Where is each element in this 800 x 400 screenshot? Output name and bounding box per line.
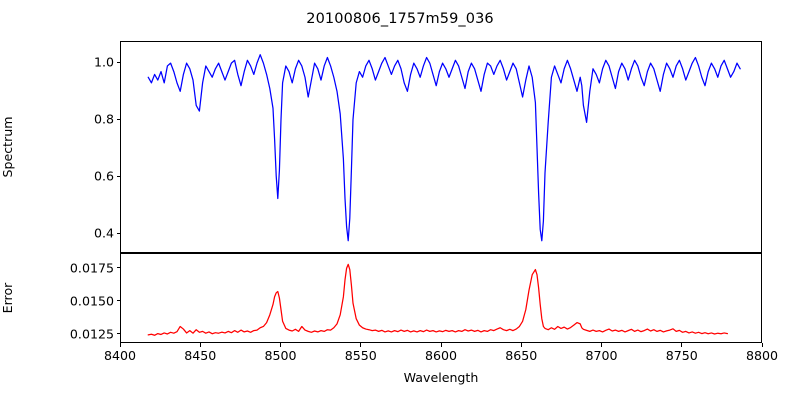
- error-y-tick: [116, 333, 120, 335]
- error-y-tick: [116, 300, 120, 302]
- error-y-axis-label: Error: [0, 282, 15, 314]
- x-tick: [360, 343, 362, 347]
- x-axis-label: Wavelength: [403, 370, 479, 385]
- spectrum-y-tick: [116, 175, 120, 177]
- spectrum-y-tick: [116, 232, 120, 234]
- error-axes: [120, 253, 762, 343]
- x-tick-label: 8550: [344, 348, 377, 363]
- x-tick: [681, 343, 683, 347]
- spectrum-y-tick-label: 0.8: [93, 111, 114, 127]
- x-tick-label: 8500: [264, 348, 297, 363]
- x-tick: [199, 343, 201, 347]
- spectrum-y-tick: [116, 118, 120, 120]
- error-y-tick: [116, 267, 120, 269]
- spectrum-axes: [120, 41, 762, 253]
- error-y-tick-label: 0.0175: [69, 260, 114, 276]
- error-y-tick-label: 0.0150: [69, 293, 114, 309]
- spectrum-y-tick-label: 1.0: [93, 54, 114, 70]
- x-tick: [119, 343, 121, 347]
- x-tick-label: 8600: [424, 348, 458, 363]
- spectrum-y-tick-label: 0.6: [93, 168, 114, 184]
- x-tick: [761, 343, 763, 347]
- x-tick-label: 8750: [665, 348, 698, 363]
- spectrum-y-tick-label: 0.4: [93, 225, 114, 241]
- x-tick-label: 8800: [745, 348, 779, 363]
- x-tick-label: 8400: [103, 348, 137, 363]
- x-tick-label: 8450: [184, 348, 217, 363]
- error-y-tick-label: 0.0125: [69, 326, 114, 342]
- x-tick: [601, 343, 603, 347]
- x-tick-label: 8650: [505, 348, 538, 363]
- spectrum-line-series: [121, 42, 761, 252]
- figure-title: 20100806_1757m59_036: [306, 11, 494, 27]
- spectrum-y-axis-label: Spectrum: [0, 116, 15, 178]
- x-tick: [520, 343, 522, 347]
- x-tick-label: 8700: [585, 348, 618, 363]
- error-line-series: [121, 254, 761, 342]
- x-tick: [280, 343, 282, 347]
- x-tick: [440, 343, 442, 347]
- spectrum-y-tick: [116, 61, 120, 63]
